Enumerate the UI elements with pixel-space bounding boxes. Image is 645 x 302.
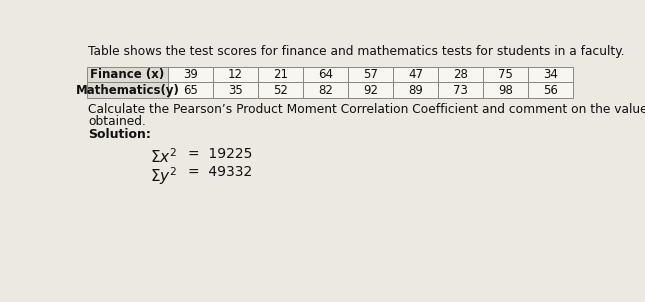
Bar [168, 67, 213, 82]
Text: Solution:: Solution: [88, 128, 151, 141]
Text: $\Sigma y^2$: $\Sigma y^2$ [150, 165, 177, 187]
Text: 39: 39 [183, 68, 198, 81]
Text: 47: 47 [408, 68, 423, 81]
Bar [168, 82, 213, 98]
Bar [87, 82, 168, 98]
Text: obtained.: obtained. [88, 115, 146, 128]
Text: =  19225: = 19225 [188, 147, 252, 161]
Bar [303, 67, 348, 82]
Bar [348, 82, 393, 98]
Text: 73: 73 [453, 84, 468, 97]
Text: 34: 34 [543, 68, 558, 81]
Text: 21: 21 [273, 68, 288, 81]
Bar [393, 82, 438, 98]
Bar [483, 82, 528, 98]
Text: 65: 65 [183, 84, 198, 97]
Text: 64: 64 [318, 68, 333, 81]
Bar [483, 67, 528, 82]
Text: 52: 52 [273, 84, 288, 97]
Bar [528, 67, 573, 82]
Text: 98: 98 [498, 84, 513, 97]
Text: 56: 56 [543, 84, 558, 97]
Bar [393, 67, 438, 82]
Text: $\Sigma x^2$: $\Sigma x^2$ [150, 147, 177, 166]
Bar [258, 67, 303, 82]
Bar [438, 67, 483, 82]
Bar [213, 67, 258, 82]
Text: Table shows the test scores for finance and mathematics tests for students in a : Table shows the test scores for finance … [88, 46, 625, 59]
Text: 75: 75 [498, 68, 513, 81]
Text: 35: 35 [228, 84, 243, 97]
Text: Mathematics(y): Mathematics(y) [75, 84, 179, 97]
Bar [528, 82, 573, 98]
Text: 92: 92 [363, 84, 378, 97]
Text: =  49332: = 49332 [188, 165, 252, 179]
Text: 12: 12 [228, 68, 243, 81]
Text: 28: 28 [453, 68, 468, 81]
Text: Calculate the Pearson’s Product Moment Correlation Coefficient and comment on th: Calculate the Pearson’s Product Moment C… [88, 103, 645, 116]
Bar [258, 82, 303, 98]
Bar [438, 82, 483, 98]
Bar [303, 82, 348, 98]
Bar [348, 67, 393, 82]
Text: 89: 89 [408, 84, 423, 97]
Bar [213, 82, 258, 98]
Text: 82: 82 [318, 84, 333, 97]
Text: 57: 57 [363, 68, 378, 81]
Bar [87, 67, 168, 82]
Text: Finance (x): Finance (x) [90, 68, 164, 81]
